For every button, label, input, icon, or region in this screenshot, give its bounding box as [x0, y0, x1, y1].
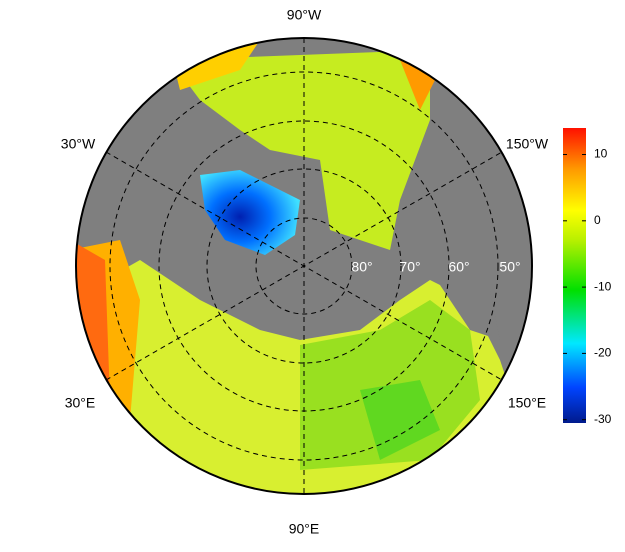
colorbar: 10 0 -10 -20 -30 [563, 128, 612, 426]
lon-label: 30°E [65, 395, 96, 411]
lon-label: 90°W [287, 7, 322, 23]
lon-label: 150°E [508, 395, 546, 411]
north-america [170, 50, 430, 250]
colorbar-scale [563, 128, 586, 423]
lat-label: 50° [499, 259, 520, 275]
lon-label: 30°W [61, 136, 96, 152]
graticule [105, 38, 503, 494]
colorbar-tick-label: -30 [594, 412, 612, 426]
meridian [105, 151, 503, 381]
colorbar-tick-label: -20 [594, 346, 612, 360]
map-disk [76, 38, 532, 494]
lat-label: 80° [351, 259, 372, 275]
greenland [200, 170, 300, 255]
colorbar-tick-label: 0 [594, 213, 601, 227]
lat-circle [109, 71, 499, 461]
map-border [75, 37, 533, 495]
siberia-core [360, 380, 440, 460]
colorbar-tick-label: 10 [594, 147, 608, 161]
lon-label: 90°E [289, 521, 320, 537]
colorbar-tick-label: -10 [594, 279, 612, 293]
lat-label: 70° [399, 259, 420, 275]
lat-label: 60° [448, 259, 469, 275]
lon-label: 150°W [506, 136, 549, 152]
lat-circle [206, 168, 402, 364]
